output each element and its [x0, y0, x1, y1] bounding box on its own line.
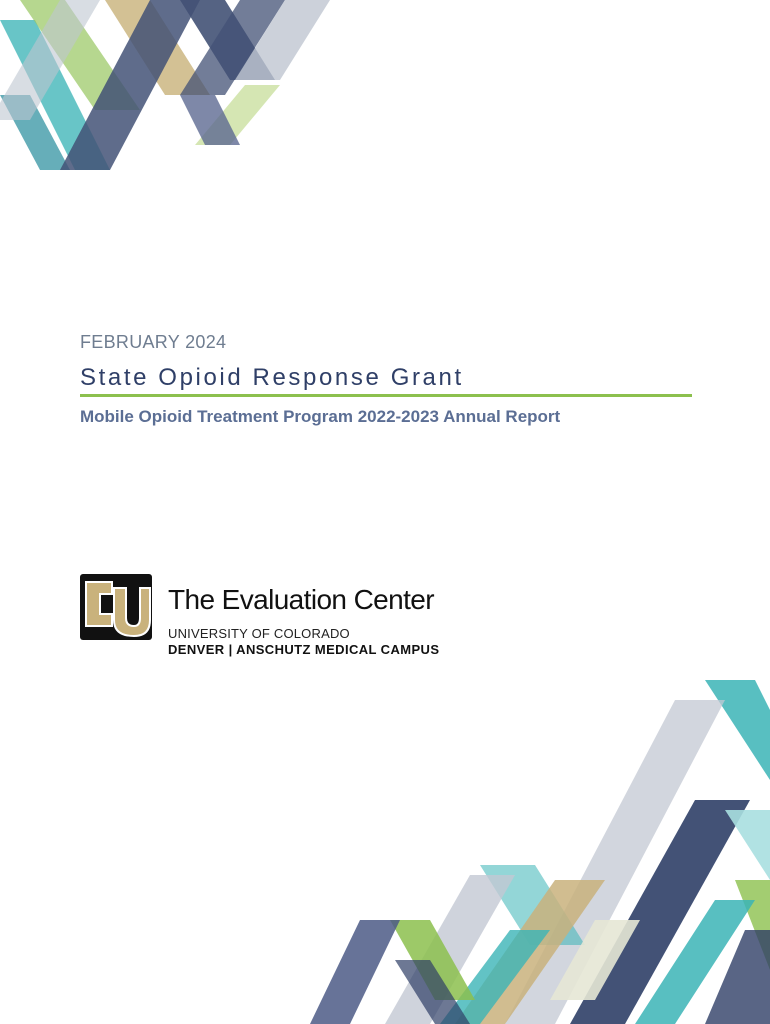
- organization-logo-block: The Evaluation Center UNIVERSITY OF COLO…: [78, 570, 478, 657]
- bottom-decoration-graphic: [295, 680, 770, 1024]
- campus-name: DENVER | ANSCHUTZ MEDICAL CAMPUS: [168, 642, 440, 657]
- report-subtitle: Mobile Opioid Treatment Program 2022-202…: [80, 407, 561, 426]
- top-decoration-graphic: [0, 0, 340, 175]
- geometric-stripes-icon: [0, 0, 330, 170]
- geometric-stripes-icon: [310, 680, 770, 1024]
- university-name: UNIVERSITY OF COLORADO: [168, 626, 350, 641]
- title-divider: [80, 394, 692, 397]
- report-date: FEBRUARY 2024: [80, 332, 227, 352]
- cu-logo-icon: [78, 570, 154, 646]
- organization-name: The Evaluation Center: [168, 584, 435, 615]
- report-title: State Opioid Response Grant: [80, 364, 464, 391]
